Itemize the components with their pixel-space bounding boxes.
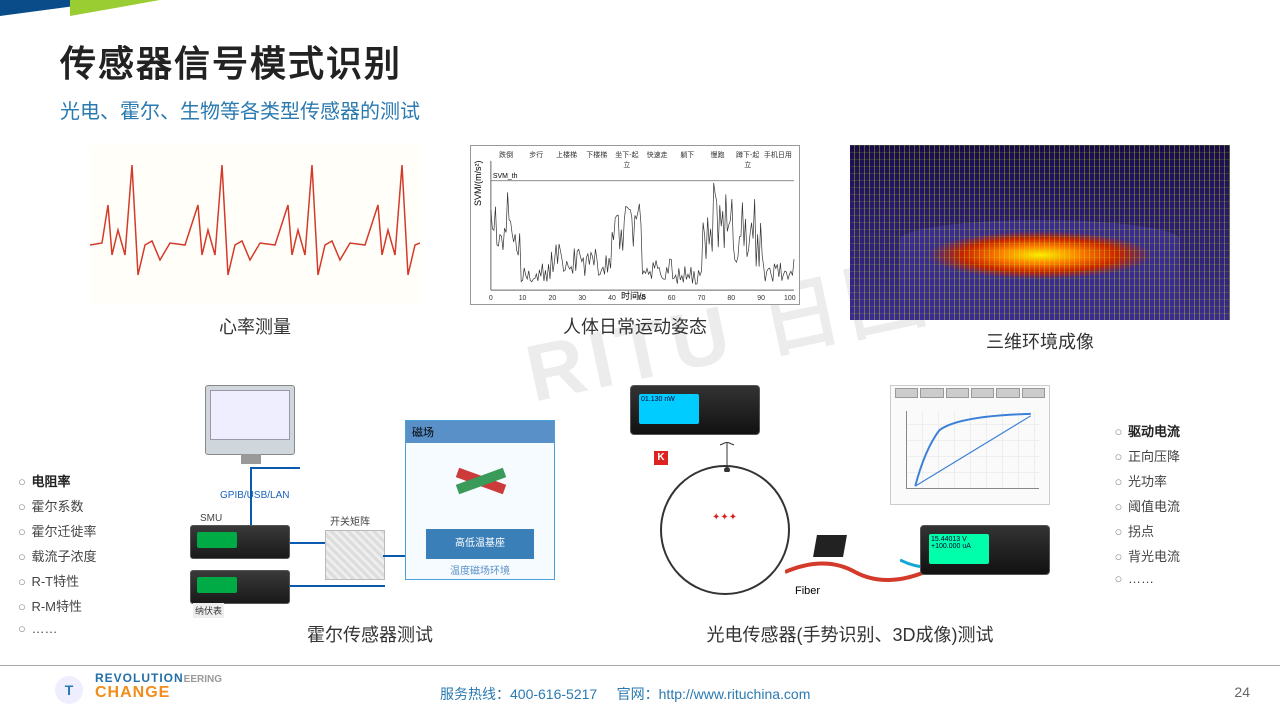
magnetic-field-box: 磁场 高低温基座 温度磁场环境 (405, 420, 555, 580)
brand-block: REVOLUTIONEERING CHANGE (95, 672, 222, 701)
integrating-sphere-icon: K ✦✦✦ (660, 465, 790, 595)
svg-text:90: 90 (757, 295, 765, 302)
list-item: …… (18, 621, 96, 636)
list-item: 拐点 (1115, 521, 1180, 540)
source-meter-icon: 15.44013 V +100.000 uA (920, 525, 1050, 575)
iv-curve-chart (890, 385, 1050, 505)
svg-text:30: 30 (578, 295, 586, 302)
magfield-header: 磁场 (406, 421, 554, 443)
brand-top: REVOLUTION (95, 671, 184, 685)
instrument-nanovolt-icon (190, 570, 290, 604)
hall-params-list: 电阻率 霍尔系数 霍尔迁徙率 载流子浓度 R-T特性 R-M特性 …… (18, 465, 96, 642)
page-number: 24 (1234, 684, 1250, 700)
ecg-caption: 心率测量 (90, 313, 420, 339)
instrument-smu-icon (190, 525, 290, 559)
site-label: 官网： (617, 686, 659, 702)
svg-text:10: 10 (519, 295, 527, 302)
list-item: R-M特性 (18, 596, 96, 615)
slide-subtitle: 光电、霍尔、生物等各类型传感器的测试 (60, 95, 420, 124)
meter-reading: 15.44013 V +100.000 uA (929, 534, 989, 564)
list-item: 正向压降 (1115, 446, 1180, 465)
photo-diagram: 01.130 nW K ✦✦✦ Fiber 15.44013 V +100.00… (620, 385, 1080, 647)
panel-lidar: 三维环境成像 (850, 145, 1230, 354)
site-url[interactable]: http://www.rituchina.com (659, 686, 811, 702)
panel-svm: SVM/(m/s²) 跌倒 步行 上楼梯 下楼梯 坐下-起立 快速走 躺下 慢跑… (470, 145, 800, 354)
svg-text:70: 70 (698, 295, 706, 302)
slide: 传感器信号模式识别 光电、霍尔、生物等各类型传感器的测试 RITU 日图科技 心… (0, 0, 1280, 720)
list-item: …… (1115, 571, 1180, 586)
brand-bottom: CHANGE (95, 684, 170, 701)
list-item: 霍尔迁徙率 (18, 521, 96, 540)
list-item: R-T特性 (18, 571, 96, 590)
footer: T REVOLUTIONEERING CHANGE 服务热线：400-616-5… (0, 665, 1280, 720)
hall-diagram: GPIB/USB/LAN SMU 开关矩阵 纳伏表 磁场 高低温基座 温度磁场环… (175, 385, 565, 647)
photo-params-list: 驱动电流 正向压降 光功率 阈值电流 拐点 背光电流 …… (1115, 415, 1180, 592)
env-label: 温度磁场环境 (406, 562, 554, 577)
svm-caption: 人体日常运动姿态 (470, 313, 800, 339)
svg-text:20: 20 (549, 295, 557, 302)
panel-ecg: 心率测量 (90, 145, 420, 354)
meter-reading: 01.130 nW (639, 394, 699, 424)
slide-title: 传感器信号模式识别 (60, 35, 402, 87)
smu-label: SMU (200, 513, 222, 524)
lidar-image (850, 145, 1230, 320)
hotline-label: 服务热线： (440, 686, 510, 702)
row-signals: 心率测量 SVM/(m/s²) 跌倒 步行 上楼梯 下楼梯 坐下-起立 快速走 … (90, 145, 1230, 354)
hall-chip-icon (456, 461, 506, 501)
pc-monitor-icon (205, 385, 295, 455)
logo-icon: T (55, 676, 83, 704)
svg-text:0: 0 (489, 295, 493, 302)
k-badge: K (654, 451, 668, 465)
temperature-base: 高低温基座 (426, 529, 534, 559)
list-item: 电阻率 (18, 471, 96, 490)
svg-text:100: 100 (784, 295, 796, 302)
lidar-caption: 三维环境成像 (850, 328, 1230, 354)
svg-text:SVM_th: SVM_th (493, 173, 518, 180)
brand-side: EERING (184, 674, 222, 685)
list-item: 背光电流 (1115, 546, 1180, 565)
svg-text:60: 60 (668, 295, 676, 302)
list-item: 载流子浓度 (18, 546, 96, 565)
list-item: 光功率 (1115, 471, 1180, 490)
footer-contact: 服务热线：400-616-5217 官网：http://www.rituchin… (440, 684, 810, 704)
list-item: 驱动电流 (1115, 421, 1180, 440)
list-item: 阈值电流 (1115, 496, 1180, 515)
svg-text:80: 80 (727, 295, 735, 302)
gpib-label: GPIB/USB/LAN (220, 490, 289, 501)
connector-icon (813, 535, 847, 557)
switch-label: 开关矩阵 (330, 513, 370, 528)
rays-icon: ✦✦✦ (712, 512, 737, 523)
ecg-chart (90, 145, 420, 305)
svm-chart: SVM/(m/s²) 跌倒 步行 上楼梯 下楼梯 坐下-起立 快速走 躺下 慢跑… (470, 145, 800, 305)
list-item: 霍尔系数 (18, 496, 96, 515)
photo-caption: 光电传感器(手势识别、3D成像)测试 (620, 621, 1080, 647)
fiber-label: Fiber (795, 585, 820, 597)
corner-accent-green (70, 0, 160, 16)
hall-caption: 霍尔传感器测试 (175, 621, 565, 647)
hotline-number: 400-616-5217 (510, 686, 597, 702)
svm-xlabel: 时间/s (621, 289, 646, 302)
switch-matrix-icon (325, 530, 385, 580)
power-meter-icon: 01.130 nW (630, 385, 760, 435)
svg-text:40: 40 (608, 295, 616, 302)
nanovolt-label: 纳伏表 (193, 603, 224, 618)
